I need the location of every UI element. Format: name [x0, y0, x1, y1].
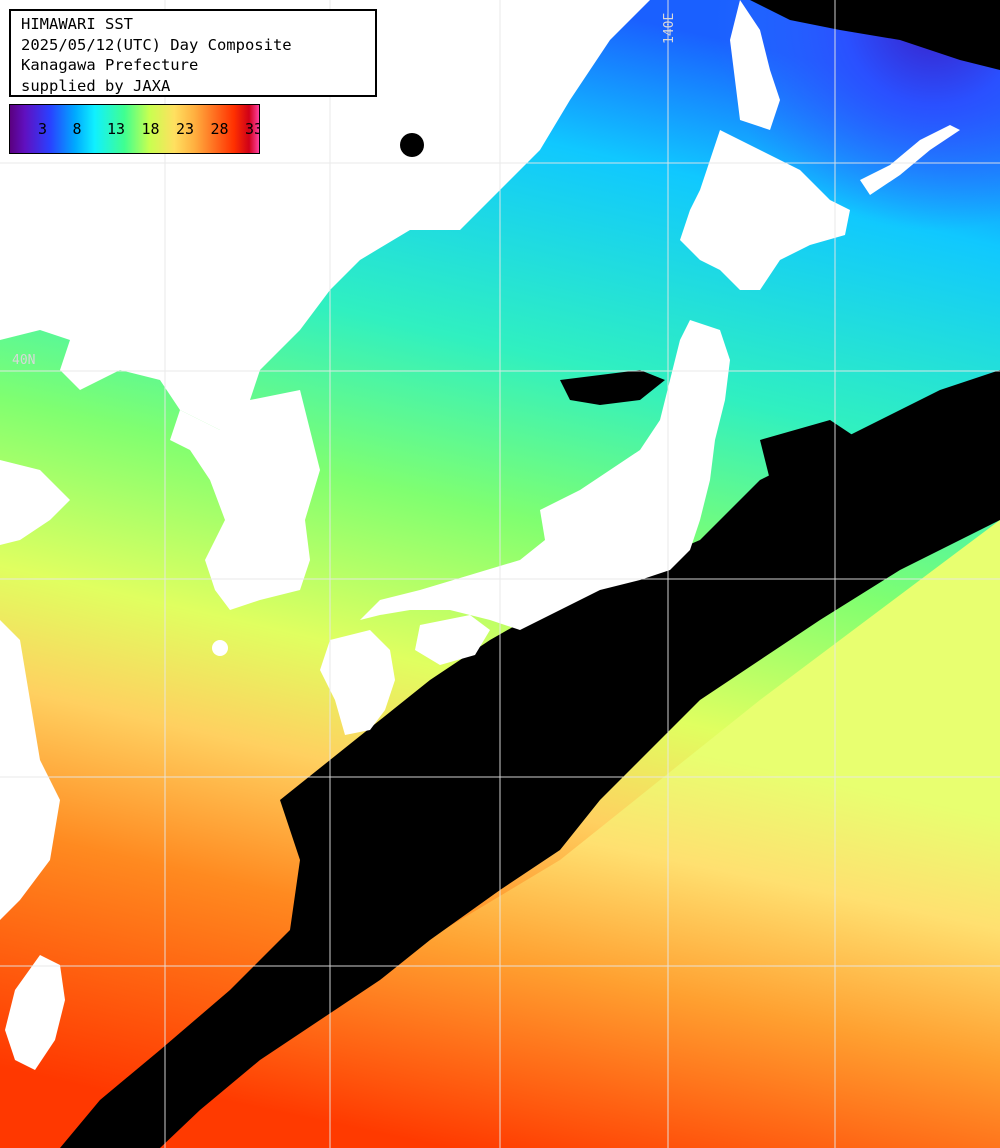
land-shikoku [415, 615, 490, 665]
grid-label-140e: 140E [662, 12, 677, 44]
land-china-coast [0, 460, 70, 545]
cloud-top-right [750, 0, 1000, 70]
legend-tick: 18 [141, 120, 160, 138]
cloud-no-data-band [60, 370, 1000, 1148]
land-kyushu [320, 630, 395, 735]
title-org: Kanagawa Prefecture [21, 56, 199, 74]
land-taiwan [5, 955, 65, 1070]
color-scale-legend: 3 8 13 18 23 28 33 [9, 104, 260, 154]
legend-tick: 13 [107, 120, 126, 138]
legend-tick: 3 [38, 120, 48, 138]
legend-tick: 23 [176, 120, 195, 138]
land-sakhalin [730, 0, 780, 130]
title-product: HIMAWARI SST [21, 15, 133, 33]
land-honshu [360, 320, 730, 630]
land-hokkaido [680, 130, 850, 290]
land-jeju [212, 640, 228, 656]
land-kuril-islands [860, 125, 960, 195]
legend-tick: 28 [210, 120, 229, 138]
warm-pacific [80, 520, 1000, 1148]
land-korea [170, 390, 320, 610]
land-china-south [0, 620, 60, 920]
title-box: HIMAWARI SST 2025/05/12(UTC) Day Composi… [9, 9, 377, 97]
legend-ticks: 3 8 13 18 23 28 33 [10, 105, 259, 153]
title-credit: supplied by JAXA [21, 76, 171, 95]
land-ulleung [400, 133, 424, 157]
grid-label-40n: 40N [12, 353, 36, 368]
cloud-specks-japan-sea [560, 370, 665, 405]
legend-tick: 33 [245, 120, 259, 138]
legend-tick: 8 [72, 120, 82, 138]
title-date: 2025/05/12(UTC) Day Composite [21, 35, 292, 54]
